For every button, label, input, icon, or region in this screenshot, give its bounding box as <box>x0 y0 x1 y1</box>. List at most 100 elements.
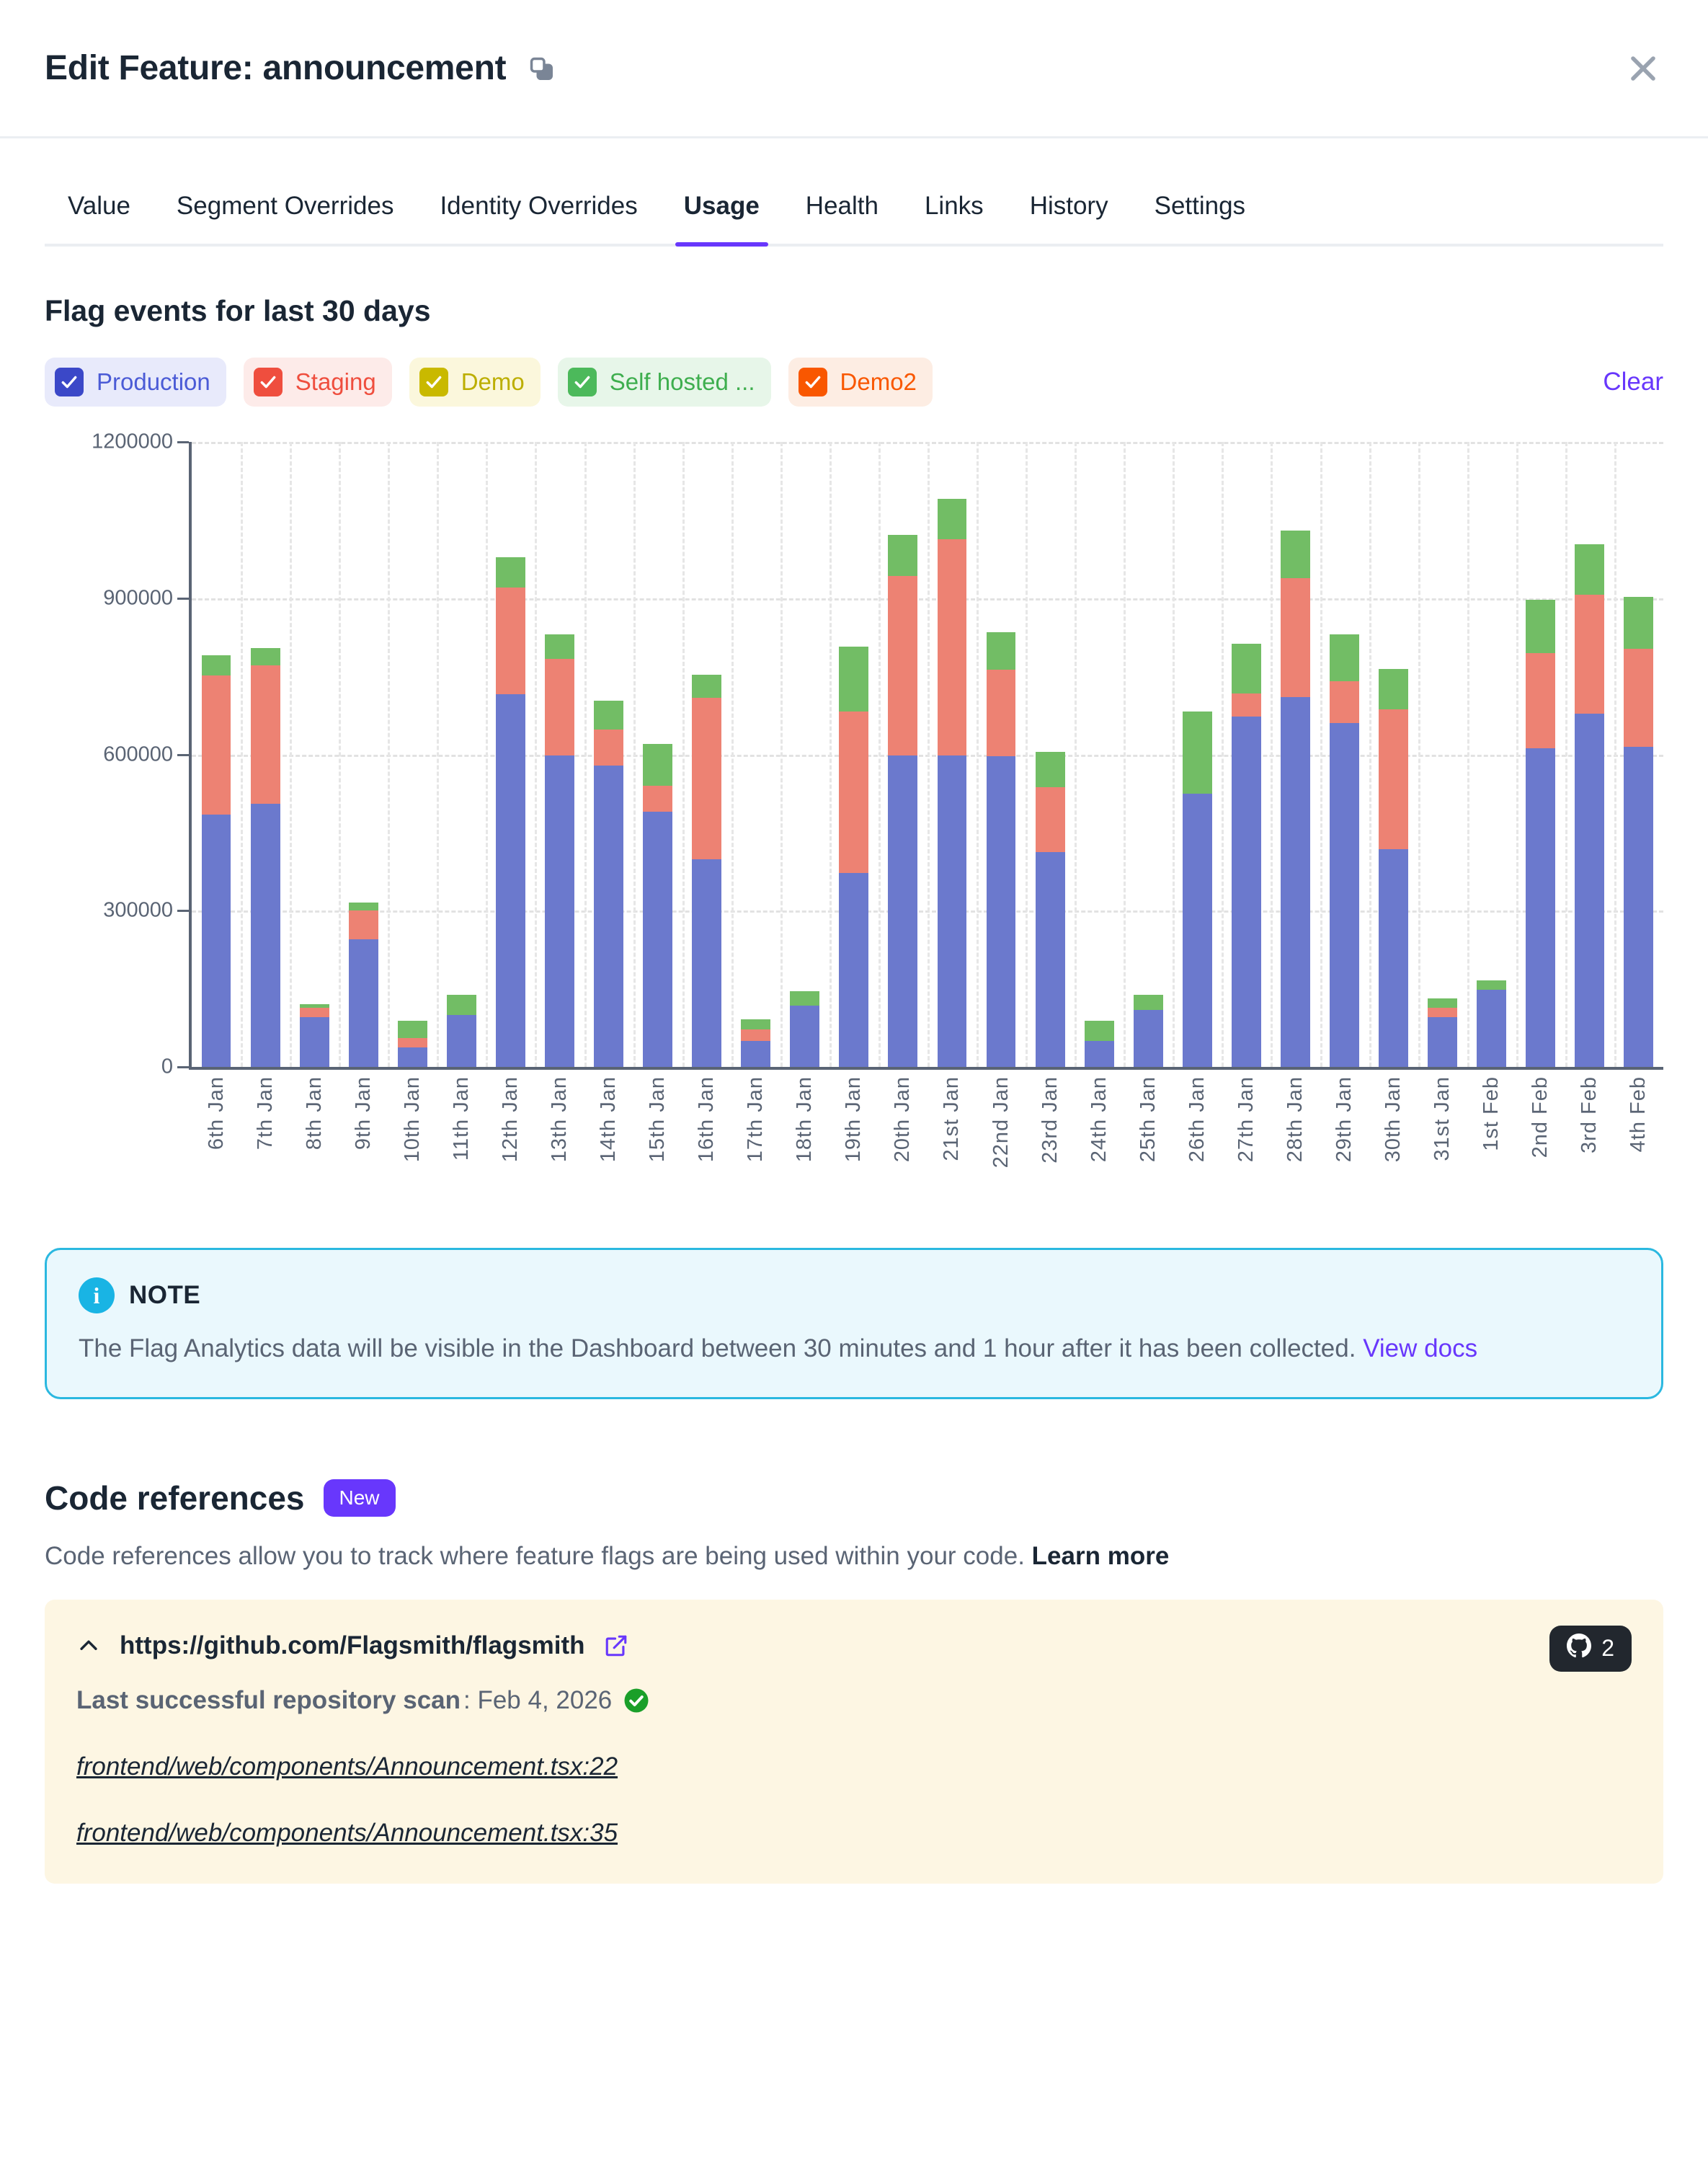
bar-segment-production[interactable] <box>594 766 623 1067</box>
bar-segment-self-hosted[interactable] <box>937 498 967 540</box>
bar-segment-self-hosted[interactable] <box>201 655 231 675</box>
bar-segment-self-hosted[interactable] <box>250 648 280 665</box>
bar-segment-staging[interactable] <box>299 1008 329 1018</box>
bar-segment-production[interactable] <box>888 755 918 1067</box>
bar-segment-self-hosted[interactable] <box>495 557 525 588</box>
bar-12th-jan[interactable] <box>495 557 525 1067</box>
bar-segment-production[interactable] <box>348 939 378 1067</box>
bar-19th-jan[interactable] <box>839 646 869 1067</box>
bar-segment-self-hosted[interactable] <box>594 701 623 730</box>
bar-segment-production[interactable] <box>545 755 574 1067</box>
legend-chip-staging[interactable]: Staging <box>243 358 392 407</box>
bar-26th-jan[interactable] <box>1182 711 1212 1067</box>
bar-segment-staging[interactable] <box>495 588 525 695</box>
tab-identity-overrides[interactable]: Identity Overrides <box>440 192 638 220</box>
code-reference-file-link[interactable]: frontend/web/components/Announcement.tsx… <box>76 1818 618 1847</box>
bar-segment-production[interactable] <box>1428 1017 1457 1067</box>
bar-segment-staging[interactable] <box>986 670 1016 756</box>
bar-segment-staging[interactable] <box>741 1029 771 1041</box>
bar-3rd-feb[interactable] <box>1575 544 1605 1067</box>
bar-segment-self-hosted[interactable] <box>1477 980 1507 990</box>
bar-segment-staging[interactable] <box>545 659 574 755</box>
bar-31st-jan[interactable] <box>1428 998 1457 1067</box>
bar-segment-self-hosted[interactable] <box>545 634 574 660</box>
bar-segment-self-hosted[interactable] <box>1231 644 1261 693</box>
bar-segment-production[interactable] <box>1133 1009 1163 1067</box>
bar-20th-jan[interactable] <box>888 535 918 1067</box>
bar-23rd-jan[interactable] <box>1035 751 1065 1067</box>
bar-segment-staging[interactable] <box>888 575 918 755</box>
bar-segment-production[interactable] <box>1526 748 1556 1067</box>
view-docs-link[interactable]: View docs <box>1363 1334 1478 1362</box>
bar-segment-production[interactable] <box>201 815 231 1067</box>
clear-link[interactable]: Clear <box>1603 368 1663 396</box>
bar-segment-staging[interactable] <box>1624 648 1654 747</box>
bar-segment-staging[interactable] <box>397 1037 427 1047</box>
bar-segment-production[interactable] <box>986 755 1016 1067</box>
bar-segment-production[interactable] <box>1477 990 1507 1067</box>
bar-segment-staging[interactable] <box>839 712 869 874</box>
tab-history[interactable]: History <box>1029 192 1108 220</box>
bar-segment-self-hosted[interactable] <box>348 903 378 911</box>
tab-settings[interactable]: Settings <box>1154 192 1246 220</box>
bar-segment-self-hosted[interactable] <box>1182 711 1212 794</box>
bar-segment-staging[interactable] <box>348 910 378 939</box>
bar-18th-jan[interactable] <box>790 990 820 1067</box>
bar-segment-production[interactable] <box>299 1017 329 1067</box>
bar-segment-production[interactable] <box>1575 714 1605 1067</box>
bar-segment-production[interactable] <box>1280 697 1310 1067</box>
bar-segment-production[interactable] <box>1379 849 1408 1067</box>
tab-value[interactable]: Value <box>68 192 130 220</box>
bar-segment-production[interactable] <box>1084 1040 1114 1067</box>
bar-segment-production[interactable] <box>790 1005 820 1067</box>
bar-segment-production[interactable] <box>1035 852 1065 1067</box>
bar-22nd-jan[interactable] <box>986 632 1016 1067</box>
tab-usage[interactable]: Usage <box>661 192 783 247</box>
chevron-up-icon[interactable] <box>76 1634 101 1658</box>
code-reference-file-link[interactable]: frontend/web/components/Announcement.tsx… <box>76 1752 618 1781</box>
bar-segment-staging[interactable] <box>1330 681 1359 724</box>
bar-segment-self-hosted[interactable] <box>1280 530 1310 579</box>
legend-chip-demo2[interactable]: Demo2 <box>788 358 933 407</box>
checkbox-icon[interactable] <box>798 368 827 396</box>
bar-segment-staging[interactable] <box>1526 652 1556 748</box>
bar-segment-production[interactable] <box>495 694 525 1067</box>
bar-segment-self-hosted[interactable] <box>1379 669 1408 710</box>
bar-segment-staging[interactable] <box>643 785 672 812</box>
learn-more-link[interactable]: Learn more <box>1031 1541 1170 1570</box>
checkbox-icon[interactable] <box>419 368 448 396</box>
checkbox-icon[interactable] <box>55 368 84 396</box>
bar-segment-staging[interactable] <box>250 665 280 804</box>
copy-icon[interactable] <box>528 55 555 82</box>
bar-15th-jan[interactable] <box>643 744 672 1067</box>
bar-21st-jan[interactable] <box>937 498 967 1067</box>
bar-27th-jan[interactable] <box>1231 644 1261 1067</box>
bar-24th-jan[interactable] <box>1084 1021 1114 1067</box>
bar-segment-staging[interactable] <box>1280 578 1310 698</box>
bar-segment-self-hosted[interactable] <box>1575 544 1605 595</box>
bar-13th-jan[interactable] <box>545 634 574 1067</box>
bar-segment-self-hosted[interactable] <box>1133 995 1163 1010</box>
bar-segment-self-hosted[interactable] <box>1084 1021 1114 1041</box>
bar-segment-production[interactable] <box>937 755 967 1067</box>
bar-segment-self-hosted[interactable] <box>299 1003 329 1009</box>
bar-segment-staging[interactable] <box>1379 709 1408 849</box>
bar-segment-self-hosted[interactable] <box>397 1020 427 1038</box>
bar-25th-jan[interactable] <box>1133 995 1163 1067</box>
bar-segment-self-hosted[interactable] <box>986 632 1016 670</box>
bar-28th-jan[interactable] <box>1280 530 1310 1067</box>
bar-segment-self-hosted[interactable] <box>1428 998 1457 1009</box>
bar-7th-jan[interactable] <box>250 648 280 1067</box>
bar-segment-production[interactable] <box>1624 746 1654 1067</box>
bar-segment-staging[interactable] <box>1428 1008 1457 1018</box>
bar-30th-jan[interactable] <box>1379 669 1408 1067</box>
bar-segment-production[interactable] <box>446 1014 476 1067</box>
bar-segment-self-hosted[interactable] <box>1035 751 1065 788</box>
bar-1st-feb[interactable] <box>1477 980 1507 1067</box>
bar-segment-self-hosted[interactable] <box>643 744 672 786</box>
bar-29th-jan[interactable] <box>1330 634 1359 1067</box>
bar-segment-self-hosted[interactable] <box>1330 634 1359 682</box>
bar-segment-production[interactable] <box>643 811 672 1067</box>
close-icon[interactable] <box>1623 48 1663 89</box>
external-link-icon[interactable] <box>604 1634 628 1658</box>
